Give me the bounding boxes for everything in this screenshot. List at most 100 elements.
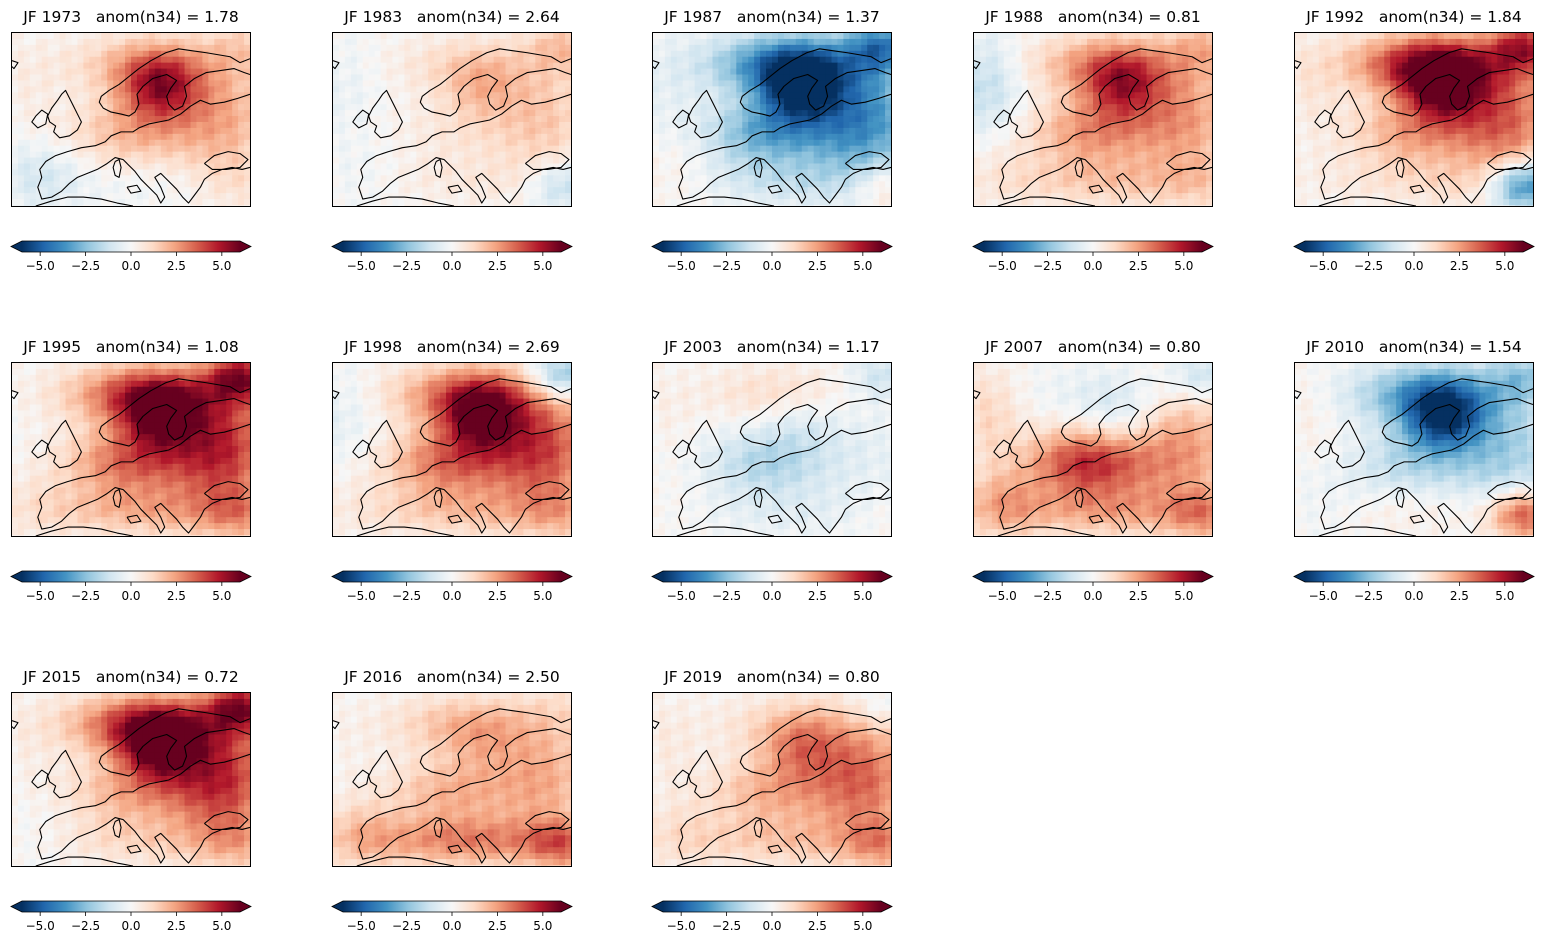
coastline [676, 526, 775, 536]
colorbar-extend-low [1294, 241, 1305, 252]
panel-title: JF 1992 anom(n34) = 1.84 [1306, 8, 1522, 26]
coastline [999, 423, 1212, 534]
coastline [1166, 151, 1211, 170]
temperature-anomaly-map [333, 693, 571, 866]
colorbar-tick-label: 2.5 [808, 259, 827, 273]
colorbar: −5.0 −2.5 0.0 2.5 5.0 [10, 900, 252, 938]
colorbar-extend-high [1523, 241, 1534, 252]
colorbar-tick-label: −2.5 [71, 919, 100, 933]
anomaly-field [653, 363, 891, 536]
coastline [1381, 48, 1533, 117]
panel-title: JF 1983 anom(n34) = 2.64 [344, 8, 560, 26]
coastline [1381, 378, 1533, 447]
coastline [358, 753, 571, 864]
map-frame [11, 362, 251, 537]
colorbar-extend-low [1294, 571, 1305, 582]
colorbar-tick-label: −5.0 [347, 919, 376, 933]
coastline [98, 48, 250, 117]
panel-title: JF 2015 anom(n34) = 0.72 [23, 668, 239, 686]
coastline [1009, 419, 1044, 469]
coastline [37, 93, 250, 204]
map-panel-6: JF 1995 anom(n34) = 1.08 −5.0 −2.5 0.0 2.5 5… [10, 330, 252, 605]
colorbar-graphic: −5.0 −2.5 0.0 2.5 5.0 [10, 900, 252, 933]
map-frame [973, 32, 1213, 207]
colorbar-gradient [663, 901, 881, 912]
colorbar-tick-label: 2.5 [167, 259, 186, 273]
coastline [112, 818, 122, 838]
map-panel-2: JF 1983 anom(n34) = 2.64 −5.0 −2.5 0.0 2.5 5… [331, 0, 573, 278]
coastline [1320, 93, 1533, 204]
map-frame [11, 32, 251, 207]
temperature-anomaly-map [1295, 363, 1533, 536]
coastline [993, 439, 1011, 459]
coastline [352, 439, 370, 459]
coastline [12, 390, 19, 400]
coastline [35, 856, 134, 866]
coastline [974, 390, 981, 400]
coastline [974, 60, 981, 70]
coastline [37, 753, 250, 864]
map-frame [332, 32, 572, 207]
colorbar-extend-high [1202, 241, 1213, 252]
colorbar-tick-label: 5.0 [533, 919, 552, 933]
coastline [993, 109, 1011, 129]
colorbar-tick-label: 0.0 [762, 919, 781, 933]
coastline [35, 526, 134, 536]
coastline [739, 48, 891, 117]
colorbar-graphic: −5.0 −2.5 0.0 2.5 5.0 [651, 240, 893, 273]
coastline [1320, 423, 1533, 534]
colorbar-outline [972, 240, 1214, 253]
colorbar: −5.0 −2.5 0.0 2.5 5.0 [1293, 570, 1535, 608]
coastline [676, 856, 775, 866]
coastline [368, 89, 403, 139]
coastline [333, 720, 340, 730]
coastline [1009, 89, 1044, 139]
map-panel-4: JF 1988 anom(n34) = 0.81 −5.0 −2.5 0.0 2.5 5… [972, 0, 1214, 275]
colorbar: −5.0 −2.5 0.0 2.5 5.0 [331, 240, 573, 278]
colorbar-tick-label: 0.0 [762, 589, 781, 603]
colorbar-graphic: −5.0 −2.5 0.0 2.5 5.0 [1293, 240, 1535, 273]
colorbar-gradient [663, 241, 881, 252]
panel-title: JF 2010 anom(n34) = 1.54 [1306, 338, 1522, 356]
colorbar-extend-low [332, 241, 343, 252]
coastline [767, 844, 783, 854]
coastline [37, 423, 250, 534]
coastline [1314, 439, 1332, 459]
colorbar-extend-low [652, 241, 663, 252]
colorbar-tick-label: −5.0 [1309, 589, 1338, 603]
colorbar-extend-high [561, 241, 572, 252]
coastline [525, 151, 570, 170]
coastline [1395, 158, 1405, 178]
colorbar-extend-low [973, 241, 984, 252]
panel-title: JF 1995 anom(n34) = 1.08 [23, 338, 239, 356]
colorbar-tick-label: −2.5 [71, 589, 100, 603]
colorbar-graphic: −5.0 −2.5 0.0 2.5 5.0 [972, 240, 1214, 273]
colorbar-tick-label: 2.5 [808, 919, 827, 933]
colorbar-tick-label: 0.0 [1083, 259, 1102, 273]
coastline [688, 419, 723, 469]
coastline [352, 769, 370, 789]
colorbar-tick-label: −2.5 [1033, 589, 1062, 603]
colorbar-tick-label: 5.0 [853, 589, 872, 603]
coastline [433, 158, 443, 178]
anomaly-field [653, 33, 891, 206]
colorbar-gradient [22, 241, 240, 252]
colorbar-extend-low [652, 571, 663, 582]
coastline [653, 390, 660, 400]
colorbar-graphic: −5.0 −2.5 0.0 2.5 5.0 [651, 570, 893, 603]
coastline [845, 151, 890, 170]
temperature-anomaly-map [653, 693, 891, 866]
colorbar-tick-label: 0.0 [1404, 589, 1423, 603]
colorbar-tick-label: 0.0 [121, 919, 140, 933]
colorbar-tick-label: −2.5 [71, 259, 100, 273]
colorbar-tick-label: 0.0 [442, 589, 461, 603]
colorbar-outline [1293, 570, 1535, 583]
colorbar-tick-label: 2.5 [1450, 259, 1469, 273]
map-frame [332, 362, 572, 537]
coastline [1487, 481, 1532, 500]
coastline [358, 93, 571, 204]
coastlines [12, 48, 250, 206]
temperature-anomaly-map [653, 33, 891, 206]
coastline [12, 720, 19, 730]
coastline [678, 93, 891, 204]
